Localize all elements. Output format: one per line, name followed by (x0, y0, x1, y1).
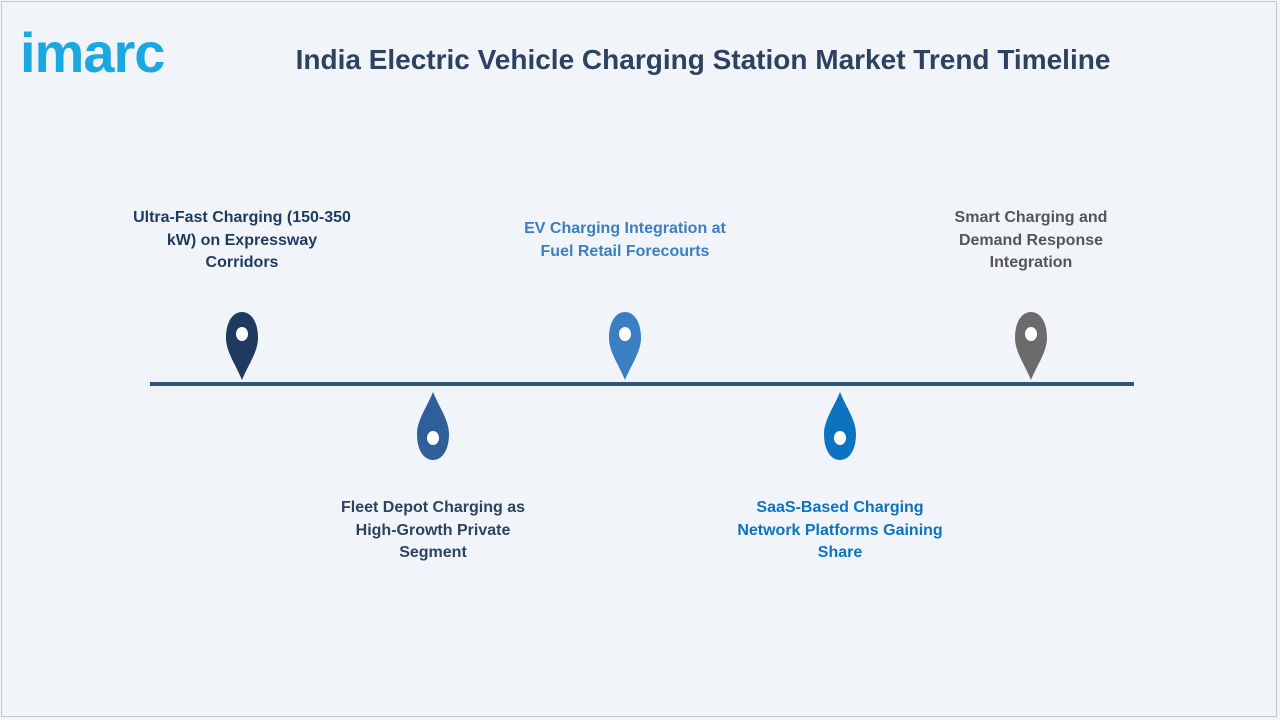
trend-label-ultra-fast-charging: Ultra-Fast Charging (150-350 kW) on Expr… (133, 209, 351, 271)
drop-pin-icon (824, 392, 856, 460)
trend-label-fleet-depot-charging: Fleet Depot Charging as High-Growth Priv… (340, 499, 526, 561)
trend-label-smart-charging: Smart Charging and Demand Response Integ… (954, 209, 1108, 271)
page-title: India Electric Vehicle Charging Station … (295, 44, 1111, 75)
logo-text: imarc (20, 21, 164, 84)
trend-label-saas-platforms: SaaS-Based Charging Network Platforms Ga… (737, 499, 943, 561)
timeline-line (150, 382, 1134, 386)
drop-pin-icon (417, 392, 449, 460)
map-pin-icon (226, 312, 258, 380)
map-pin-icon (1015, 312, 1047, 380)
imarc-logo: imarc (20, 21, 165, 84)
trend-label-fuel-retail-integration: EV Charging Integration at Fuel Retail F… (524, 220, 726, 260)
map-pin-icon (609, 312, 641, 380)
